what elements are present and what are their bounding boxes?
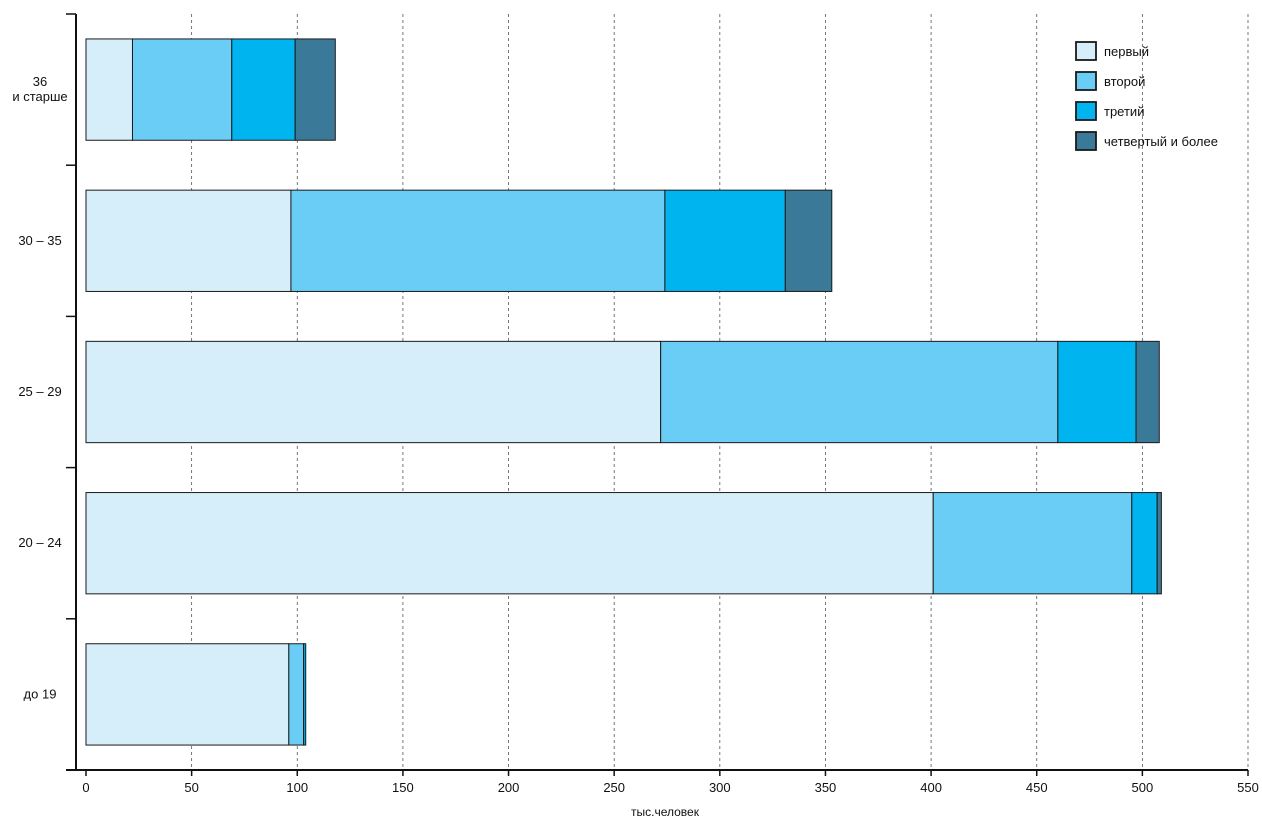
bar-segment-30-35: [290, 189, 666, 292]
bar-segment-20-24: [932, 492, 1133, 595]
x-tick-labels: 0 50 100 150 200 250 300 350 400 450 500 550: [82, 780, 1258, 795]
x-tick-label: 500: [1132, 780, 1154, 795]
legend-label: четвертый и более: [1104, 134, 1218, 149]
legend-label: третий: [1104, 104, 1144, 119]
bar-segment-25-29: [1057, 340, 1137, 444]
category-label-36plus: 36 и старше: [12, 74, 67, 104]
bar-segment-25-29: [85, 340, 662, 444]
x-tick-label: 250: [603, 780, 625, 795]
x-axis-label: тыс.человек: [631, 805, 700, 819]
x-tick-label: 400: [920, 780, 942, 795]
x-tick-label: 50: [184, 780, 198, 795]
x-tick-label: 550: [1237, 780, 1259, 795]
x-tick-label: 100: [286, 780, 308, 795]
x-tick-label: 0: [82, 780, 89, 795]
legend-label: первый: [1104, 44, 1149, 59]
bars: [85, 38, 1162, 746]
bar-segment-to19: [303, 643, 307, 746]
bar-segment-20-24: [1131, 492, 1158, 595]
category-labels: 36 и старше 30 – 35 25 – 29 20 – 24 до 19: [12, 74, 67, 701]
bar-segment-20-24: [85, 492, 934, 595]
x-tick-label: 300: [709, 780, 731, 795]
bar-segment-36plus: [131, 38, 233, 141]
x-tick-label: 450: [1026, 780, 1048, 795]
bar-segment-20-24: [1156, 492, 1162, 595]
legend-swatch: [1075, 71, 1097, 91]
bar-segment-30-35: [85, 189, 292, 292]
legend: первый второй третий четвертый и более: [1075, 41, 1218, 151]
legend-label: второй: [1104, 74, 1145, 89]
x-tick-label: 350: [815, 780, 837, 795]
bar-segment-36plus: [85, 38, 133, 141]
bar-segment-36plus: [231, 38, 296, 141]
category-label-30-35: 30 – 35: [18, 233, 61, 248]
category-label-20-24: 20 – 24: [18, 535, 61, 550]
bar-segment-to19: [85, 643, 290, 746]
legend-swatch: [1075, 101, 1097, 121]
category-label-25-29: 25 – 29: [18, 384, 61, 399]
bar-segment-36plus: [294, 38, 336, 141]
bar-segment-25-29: [660, 340, 1059, 444]
x-tick-label: 200: [498, 780, 520, 795]
bar-segment-to19: [288, 643, 305, 746]
bar-segment-30-35: [664, 189, 786, 292]
bar-segment-30-35: [784, 189, 833, 292]
legend-swatch: [1075, 131, 1097, 151]
category-label-to19: до 19: [24, 686, 57, 701]
bar-segment-25-29: [1135, 340, 1160, 444]
axes: [66, 13, 1249, 776]
x-tick-label: 150: [392, 780, 414, 795]
legend-swatch: [1075, 41, 1097, 61]
